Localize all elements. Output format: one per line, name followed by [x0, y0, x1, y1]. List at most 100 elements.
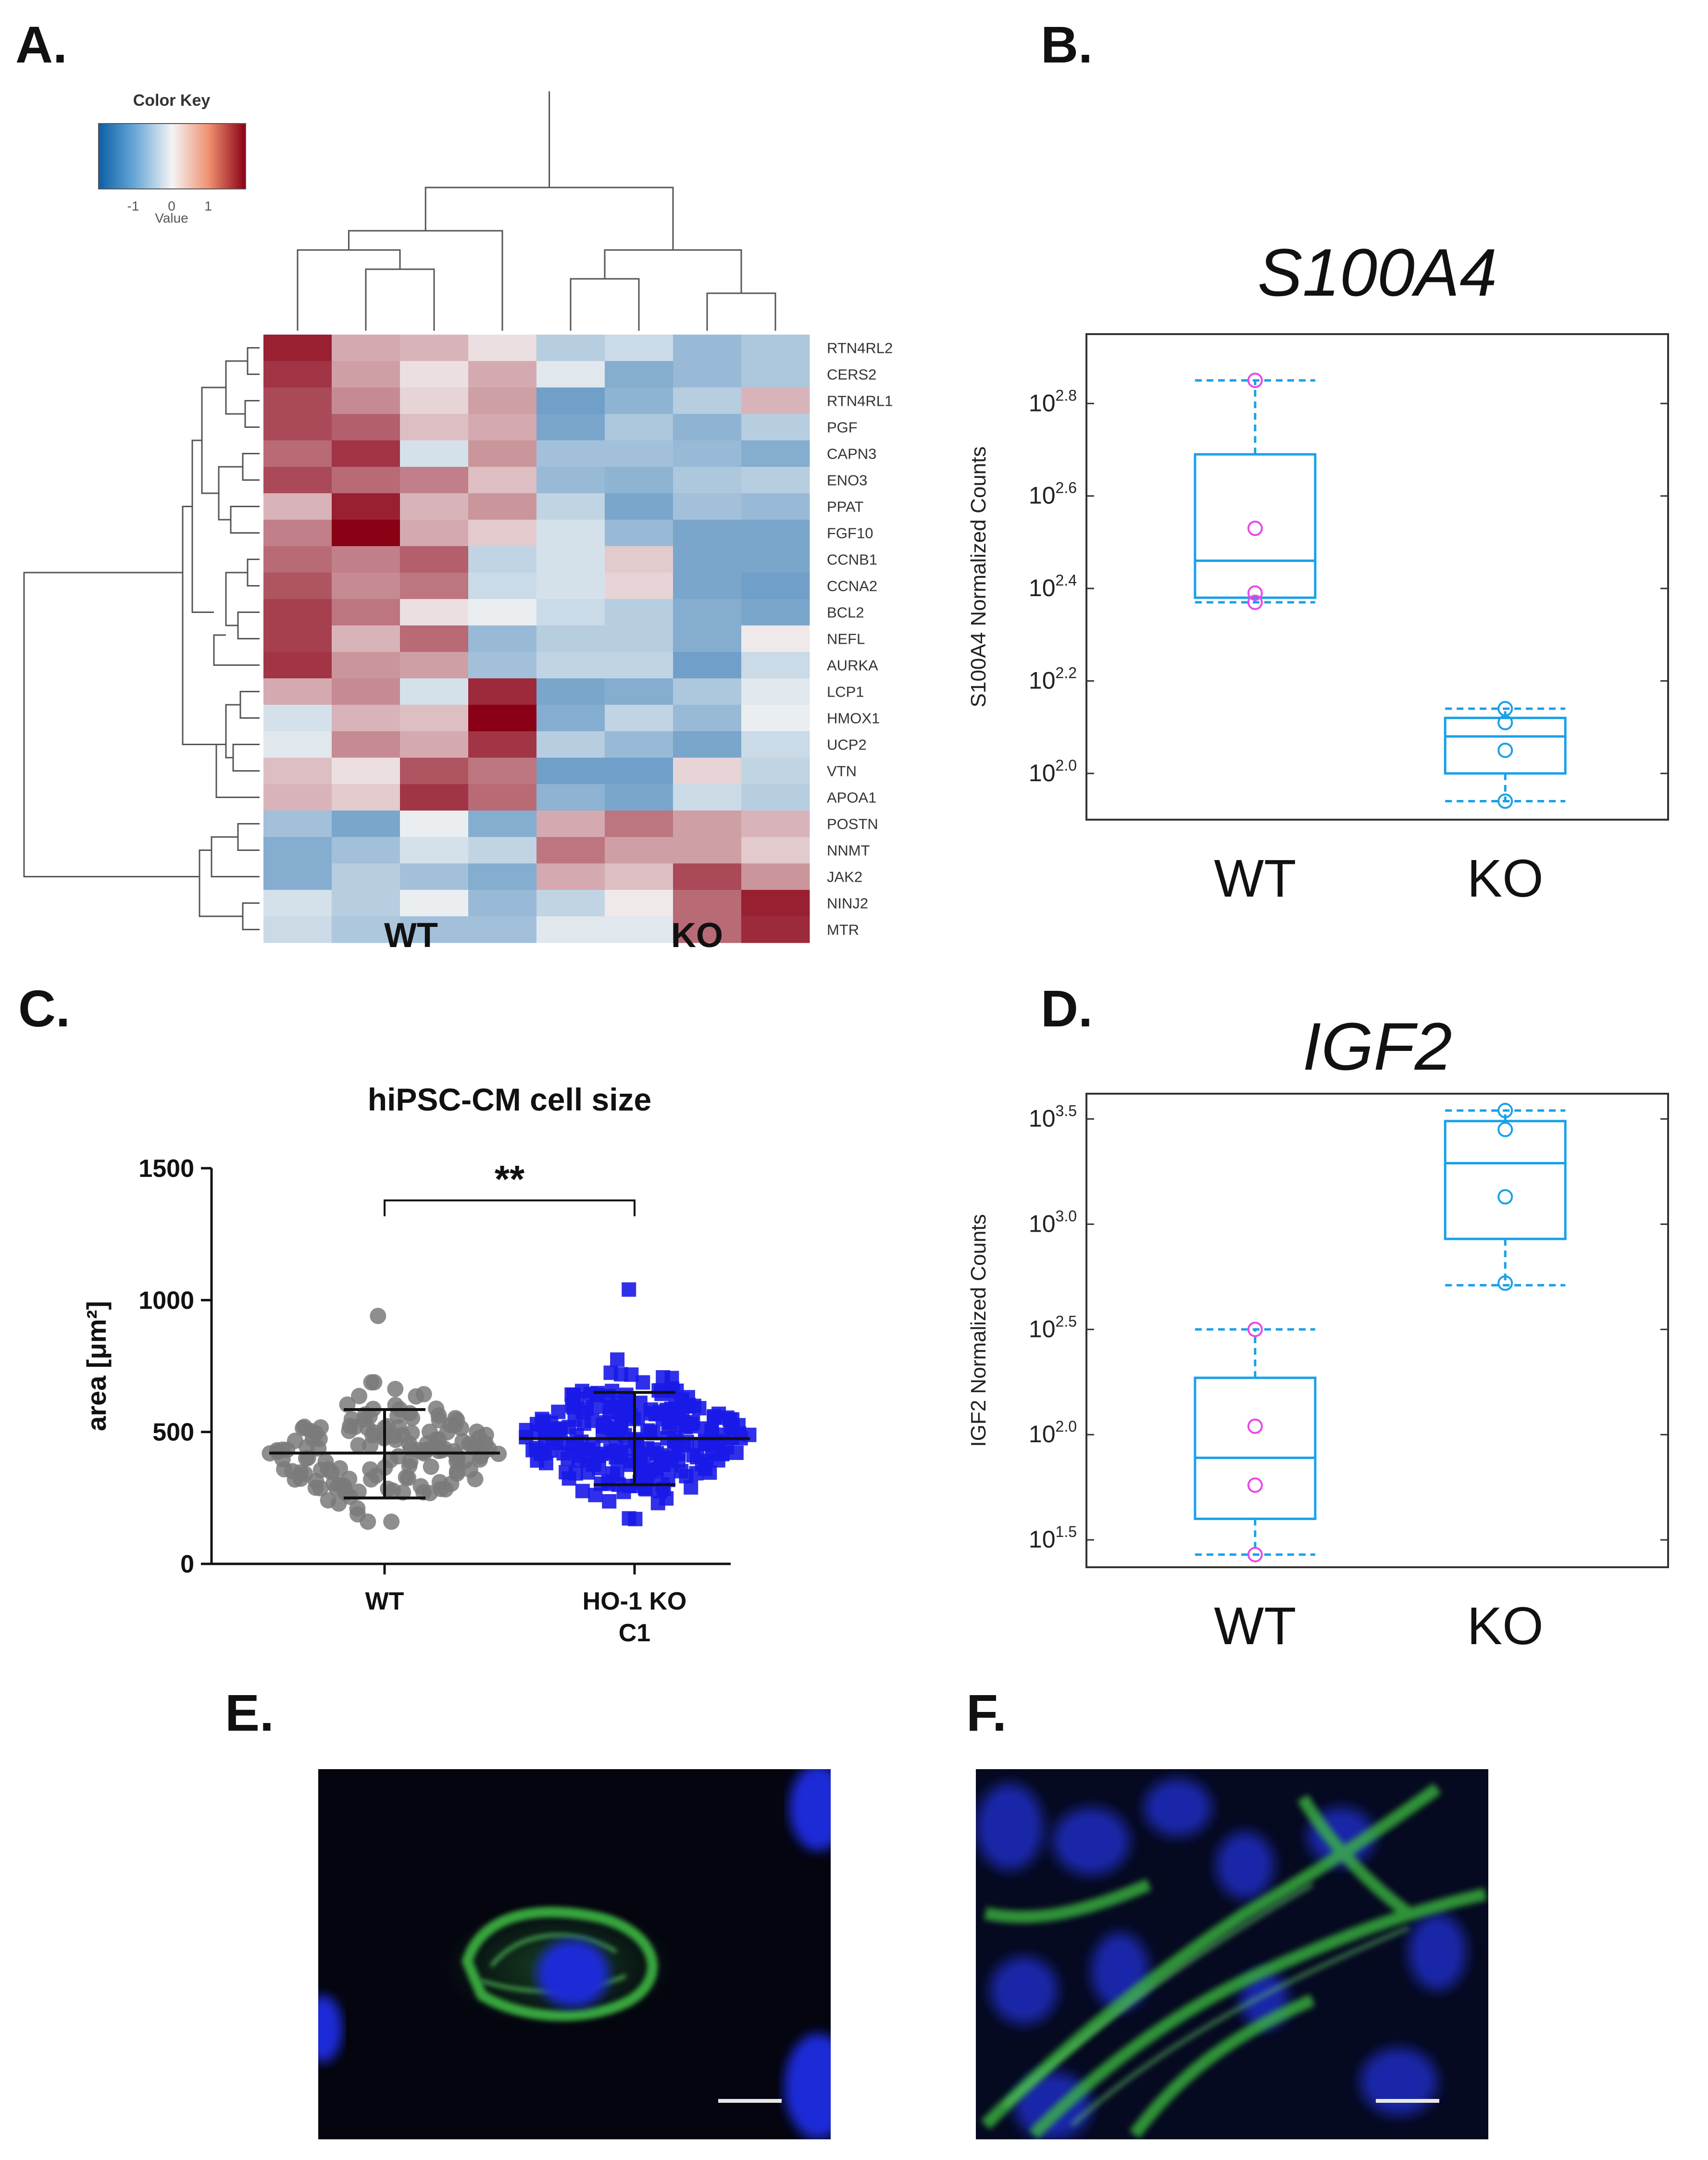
gene-label: UCP2: [827, 737, 867, 753]
heatmap-cell: [536, 678, 605, 705]
heatmap-cell: [468, 467, 537, 494]
dendrogram-branch: [239, 691, 260, 719]
heatmap-cell: [673, 599, 742, 626]
dendrogram-branch: [297, 249, 401, 331]
heatmap-cell: [536, 573, 605, 599]
heatmap-cell: [673, 890, 742, 917]
heatmap-cell: [400, 493, 469, 520]
heatmap-cell: [400, 916, 469, 943]
heatmap-cell: [741, 361, 810, 388]
heatmap-cell: [468, 546, 537, 573]
data-point: [323, 1463, 340, 1480]
heatmap-cell: [673, 440, 742, 467]
color-key-tick: 1: [204, 199, 212, 213]
heatmap-cell: [741, 837, 810, 864]
heatmap-cell: [536, 837, 605, 864]
s100a4-boxplot: S100A4 S100A4 Normalized Counts 102.0 102.2…: [967, 235, 1669, 908]
heatmap-cell: [536, 916, 605, 943]
y-tick-label: 1000: [138, 1286, 194, 1314]
dendrograms: [23, 91, 776, 930]
heatmap-cell: [400, 705, 469, 732]
heatmap-group-label-ko: KO: [671, 916, 723, 955]
heatmap-cell: [536, 493, 605, 520]
data-point: [386, 1427, 403, 1444]
heatmap-cell: [332, 758, 400, 785]
heatmap-cell: [263, 467, 332, 494]
heatmap-cell: [468, 837, 537, 864]
heatmap-cell: [400, 467, 469, 494]
y-axis-label: area [μm²]: [81, 1301, 112, 1431]
data-point: [454, 1433, 471, 1450]
data-point: [430, 1407, 447, 1423]
gene-label: BCL2: [827, 604, 864, 621]
heatmap-cell: [673, 387, 742, 414]
gene-label: PGF: [827, 419, 858, 436]
heatmap-cell: [400, 784, 469, 811]
data-point: [684, 1480, 698, 1495]
data-point: [1247, 1547, 1263, 1562]
heatmap-cell: [673, 520, 742, 547]
microscopy-image-ko: [976, 1769, 1488, 2139]
dendrogram-branch: [230, 506, 260, 534]
panel-label-e: E.: [225, 1684, 274, 1742]
gene-labels: RTN4RL2 CERS2 RTN4RL1 PGF CAPN3 ENO3 PPAT FGF10…: [827, 340, 893, 938]
x-category-label: KO: [1467, 849, 1544, 908]
group-wt: [262, 1308, 507, 1530]
heatmap-cell: [468, 335, 537, 362]
heatmap-cell: [673, 758, 742, 785]
heatmap-cell: [741, 758, 810, 785]
heatmap-cell: [263, 520, 332, 547]
data-point: [296, 1418, 313, 1435]
x-category-label: HO-1 KO: [583, 1587, 687, 1615]
data-point: [401, 1458, 418, 1474]
heatmap-cell: [332, 361, 400, 388]
heatmap-cell: [400, 335, 469, 362]
data-point: [613, 1422, 628, 1436]
heatmap-cell: [741, 731, 810, 758]
gene-label: RTN4RL1: [827, 393, 893, 410]
heatmap-cell: [400, 758, 469, 785]
heatmap-cell: [332, 467, 400, 494]
heatmap-cell: [332, 652, 400, 679]
heatmap-cell: [536, 890, 605, 917]
data-point: [1247, 521, 1263, 536]
data-point: [600, 1399, 615, 1414]
heatmap-cell: [263, 784, 332, 811]
dendrogram-branch: [237, 823, 260, 851]
heatmap-cell: [741, 705, 810, 732]
data-point: [624, 1367, 639, 1382]
data-point: [586, 1457, 600, 1472]
heatmap-cell: [605, 731, 673, 758]
data-point: [553, 1422, 568, 1437]
data-point: [671, 1453, 686, 1468]
dendrogram-branch: [348, 230, 503, 331]
data-point: [675, 1411, 690, 1425]
significance-bracket: [384, 1199, 636, 1216]
heatmap-cell: [263, 546, 332, 573]
heatmap-cell: [741, 520, 810, 547]
y-tick-label: 0: [180, 1550, 194, 1578]
y-tick-label: 102.6: [1029, 479, 1077, 509]
gene-label: MTR: [827, 922, 859, 938]
heatmap-cell: [605, 414, 673, 441]
dendrogram-branch: [225, 572, 248, 626]
heatmap-cell: [605, 546, 673, 573]
dendrogram-branch: [242, 902, 260, 930]
data-point: [349, 1500, 366, 1517]
heatmap-cell: [263, 361, 332, 388]
y-tick-label: 102.8: [1029, 387, 1077, 416]
heatmap-cell: [536, 599, 605, 626]
gene-label: APOA1: [827, 789, 876, 806]
heatmap-cell: [741, 467, 810, 494]
box-iqr: [1444, 716, 1567, 775]
data-point: [1497, 1122, 1513, 1137]
data-point: [299, 1439, 315, 1456]
color-key: Color Key -1 0 1 Value: [98, 91, 246, 225]
color-key-gradient: [98, 123, 246, 189]
box-iqr: [1194, 1376, 1317, 1520]
cell-size-scatter: hiPSC-CM cell size 0 500 1000 1500 area [μm²]…: [81, 1082, 757, 1647]
data-point: [449, 1411, 465, 1428]
heatmap-cell: [673, 916, 742, 943]
gene-label: NINJ2: [827, 895, 868, 912]
heatmap-cell: [263, 890, 332, 917]
